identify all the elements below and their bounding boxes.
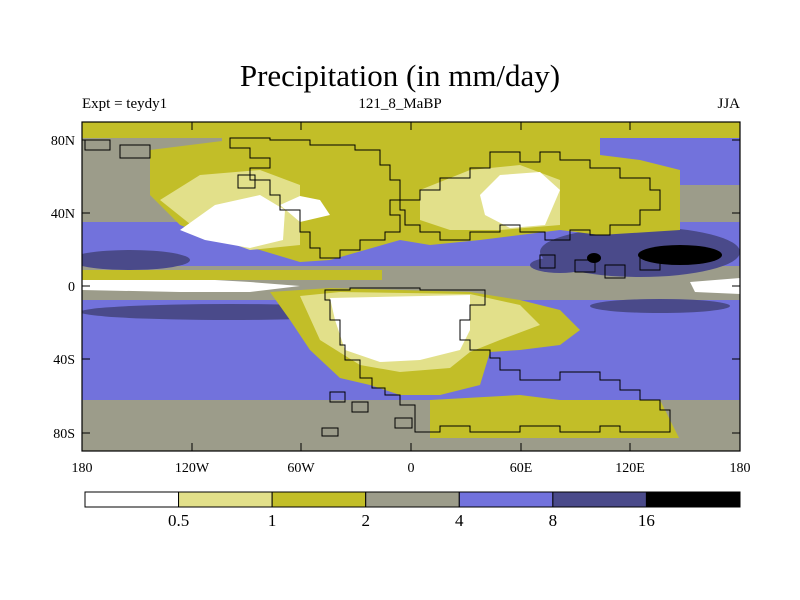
y-tick-label: 40S: [53, 353, 75, 368]
x-tick-label: 60E: [510, 461, 533, 476]
coast-gondwana: [324, 287, 671, 433]
x-tick-label: 120W: [175, 461, 210, 476]
coast-island-10: [119, 144, 151, 159]
colorbar-label: 16: [638, 511, 655, 530]
colorbar-swatch: [552, 491, 647, 508]
colorbar-label: 2: [361, 511, 370, 530]
field-dark-3: [590, 299, 730, 313]
field-south-land-dry: [330, 295, 470, 362]
field-dark-5: [530, 257, 590, 273]
coast-island-1: [329, 391, 346, 403]
coast-island-2: [351, 401, 369, 413]
field-eq-ws-left: [82, 278, 300, 292]
field-europe-dry: [280, 196, 330, 222]
field-eq-ws-right: [690, 278, 740, 294]
field-eurasia-dry: [480, 172, 560, 228]
coastlines: [84, 137, 671, 437]
experiment-label: Expt = teydy1: [82, 96, 168, 112]
coast-island-11: [237, 174, 256, 189]
coast-eurasia: [399, 151, 661, 241]
coast-island-3: [321, 427, 339, 437]
field-dark-1: [82, 250, 190, 270]
coast-island-4: [394, 417, 413, 429]
y-tick-label: 80S: [53, 427, 75, 442]
colorbar-swatch: [365, 491, 460, 508]
x-axis-ticks: [81, 122, 741, 451]
plot-title: Precipitation (in mm/day): [239, 58, 561, 93]
colorbar-label: 4: [455, 511, 464, 530]
colorbar-swatch: [458, 491, 554, 508]
field-eq-yellow: [82, 270, 382, 280]
coast-north-america: [229, 137, 401, 259]
field-na-dry: [180, 195, 285, 248]
y-tick-labels: 80N 40N 0 40S 80S: [51, 134, 75, 442]
coast-island-5: [539, 254, 556, 269]
colorbar-label: 0.5: [168, 511, 189, 530]
field-antarctic-yellow: [430, 395, 680, 440]
colorbar-swatch: [84, 491, 180, 508]
x-tick-label: 180: [72, 461, 93, 476]
coast-island-9: [84, 139, 111, 151]
x-tick-label: 180: [730, 461, 751, 476]
y-tick-label: 0: [68, 280, 75, 295]
x-tick-label: 0: [408, 461, 415, 476]
x-tick-labels: 180 120W 60W 0 60E 120E 180: [72, 461, 751, 476]
coast-island-8: [639, 254, 661, 271]
colorbar-label: 1: [268, 511, 277, 530]
y-axis-ticks: [82, 139, 740, 434]
x-tick-label: 120E: [615, 461, 645, 476]
time-label: 121_8_MaBP: [358, 96, 442, 112]
map-field: [82, 122, 740, 451]
colorbar-label: 8: [549, 511, 558, 530]
colorbar: 0.5 1 2 4 8 16: [84, 491, 741, 530]
colorbar-swatch: [178, 491, 273, 508]
y-tick-label: 40N: [51, 207, 75, 222]
season-label: JJA: [717, 96, 740, 112]
colorbar-swatch: [271, 491, 367, 508]
x-tick-label: 60W: [287, 461, 315, 476]
field-max-1: [638, 245, 722, 265]
coast-island-6: [574, 259, 596, 273]
colorbar-swatch: [645, 491, 741, 508]
coast-island-7: [604, 264, 626, 279]
y-tick-label: 80N: [51, 134, 75, 149]
field-max-2: [587, 253, 601, 263]
